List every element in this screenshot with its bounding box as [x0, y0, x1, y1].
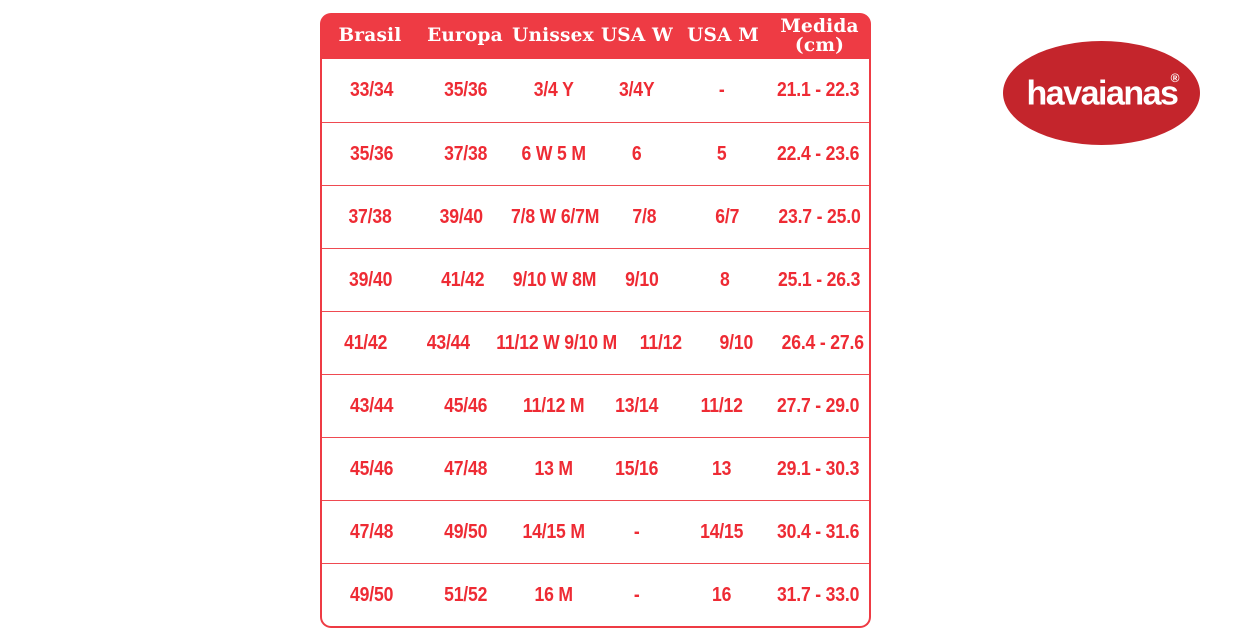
table-cell: 39/40 [439, 205, 483, 228]
table-cell: 41/42 [441, 268, 485, 291]
table-cell: - [719, 79, 725, 101]
table-cell: 23.7 - 25.0 [778, 205, 861, 228]
header-cell: USA W [600, 25, 674, 47]
table-cell: 30.4 - 31.6 [776, 520, 859, 543]
table-cell: - [633, 520, 640, 543]
table-cell: 37/38 [444, 142, 488, 165]
table-cell: 15/16 [615, 457, 659, 480]
table-cell: 35/36 [444, 79, 488, 101]
table-cell: 37/38 [348, 205, 392, 228]
table-cell: 13 [712, 457, 732, 480]
table-row: 45/46 47/48 13 M 15/16 13 29.1 - 30.3 [322, 437, 869, 500]
table-row: 47/48 49/50 14/15 M - 14/15 30.4 - 31.6 [322, 500, 869, 563]
table-cell: 51/52 [444, 583, 488, 606]
table-cell: 9/10 [719, 331, 754, 354]
table-row: 37/38 39/40 7/8 W 6/7M 7/8 6/7 23.7 - 25.0 [322, 185, 869, 248]
table-cell: 9/10 [624, 268, 659, 291]
table-cell: - [633, 583, 640, 606]
table-row: 49/50 51/52 16 M - 16 31.7 - 33.0 [322, 563, 869, 626]
logo-oval [1003, 41, 1200, 145]
table-cell: 8 [720, 268, 730, 291]
registered-trademark-icon: ® [1171, 71, 1180, 85]
havaianas-logo: havaianas ® [1003, 41, 1200, 145]
table-cell: 26.4 - 27.6 [781, 331, 864, 354]
table-cell: 35/36 [350, 142, 394, 165]
table-cell: 6 W 5 M [521, 142, 586, 165]
table-cell: 7/8 W 6/7M [510, 205, 599, 228]
table-cell: 21.1 - 22.3 [776, 79, 859, 101]
table-cell: 47/48 [444, 457, 488, 480]
table-cell: 47/48 [350, 520, 394, 543]
havaianas-logo-svg: havaianas ® [1003, 41, 1200, 145]
table-cell: 43/44 [350, 394, 394, 417]
header-cell: USA M [687, 25, 759, 47]
table-cell: 11/12 M [522, 394, 585, 417]
table-cell: 25.1 - 26.3 [777, 268, 861, 291]
table-cell: 6/7 [714, 205, 739, 228]
table-cell: 29.1 - 30.3 [776, 457, 859, 480]
table-cell: 16 M [534, 583, 573, 606]
table-cell: 7/8 [632, 205, 657, 228]
table-cell: 45/46 [444, 394, 488, 417]
table-cell: 39/40 [349, 268, 393, 291]
table-cell: 41/42 [344, 331, 388, 354]
table-cell: 13 M [534, 457, 573, 480]
header-cell: Brasil [338, 25, 402, 47]
table-row: 41/42 43/44 11/12 W 9/10 M 11/12 9/10 26.4 - … [322, 311, 869, 374]
table-cell: 9/10 W 8M [512, 268, 596, 291]
header-cell: Medida (cm) [780, 15, 859, 56]
table-cell: 3/4 Y [533, 79, 574, 101]
table-cell: 6 [631, 142, 642, 165]
table-cell: 49/50 [444, 520, 488, 543]
table-body: 33/34 35/36 3/4 Y 3/4Y - 21.1 - 22.3 35/36 37/3… [320, 59, 871, 628]
table-cell: 22.4 - 23.6 [776, 142, 859, 165]
table-cell: 14/15 M [522, 520, 585, 543]
table-header-row: Brasil Europa Unissex USA W USA M Medida (cm) [320, 13, 871, 59]
table-cell: 16 [712, 583, 732, 606]
table-cell: 31.7 - 33.0 [776, 583, 859, 606]
table-row: 33/34 35/36 3/4 Y 3/4Y - 21.1 - 22.3 [322, 59, 869, 122]
table-row: 39/40 41/42 9/10 W 8M 9/10 8 25.1 - 26.3 [322, 248, 869, 311]
logo-wordmark-text: havaianas [1027, 75, 1179, 113]
table-cell: 49/50 [350, 583, 394, 606]
table-cell: 11/12 W 9/10 M [496, 331, 618, 354]
header-cell: Unissex [512, 25, 594, 47]
table-cell: 11/12 [640, 331, 683, 354]
header-cell: Europa [427, 25, 503, 47]
table-cell: 45/46 [350, 457, 394, 480]
table-cell: 14/15 [700, 520, 744, 543]
table-cell: 43/44 [427, 331, 471, 354]
table-cell: 13/14 [615, 394, 659, 417]
table-row: 43/44 45/46 11/12 M 13/14 11/12 27.7 - 29.0 [322, 374, 869, 437]
table-cell: 3/4Y [618, 79, 655, 101]
table-cell: 27.7 - 29.0 [776, 394, 859, 417]
table-cell: 11/12 [700, 394, 744, 417]
size-chart-table: Brasil Europa Unissex USA W USA M Medida (cm)… [320, 13, 871, 628]
table-row: 35/36 37/38 6 W 5 M 6 5 22.4 - 23.6 [322, 122, 869, 185]
table-cell: 33/34 [350, 79, 394, 101]
table-cell: 5 [717, 142, 727, 165]
